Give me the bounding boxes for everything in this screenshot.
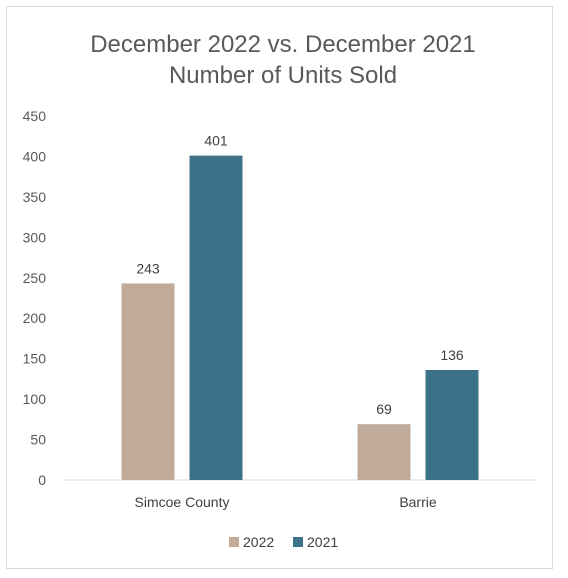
data-label: 136 [440,347,464,363]
y-tick-label: 250 [23,270,47,286]
y-tick-label: 200 [23,310,47,326]
data-label: 243 [136,260,160,276]
bar-2022-simcoe-county [121,283,175,480]
y-axis: 0 50 100 150 200 250 300 350 400 450 [23,108,47,488]
legend-swatch-2022 [229,537,239,547]
bar-2021-simcoe-county [189,155,243,480]
x-category-label: Simcoe County [135,494,230,510]
y-tick-label: 300 [23,229,47,245]
x-category-label: Barrie [399,494,437,510]
bar-2022-barrie [357,424,411,480]
y-tick-label: 50 [30,432,46,448]
legend-label: 2021 [307,534,338,550]
chart-title-line-1: December 2022 vs. December 2021 [90,31,476,58]
bars: 243 401 69 136 [121,133,479,480]
y-tick-label: 0 [38,472,46,488]
y-tick-label: 450 [23,108,47,124]
y-tick-label: 150 [23,351,47,367]
legend-label: 2022 [243,534,274,550]
bar-2021-barrie [425,369,479,480]
y-tick-label: 100 [23,391,47,407]
y-tick-label: 350 [23,189,47,205]
x-axis: Simcoe County Barrie [135,494,437,510]
y-tick-label: 400 [23,148,47,164]
legend-swatch-2021 [293,537,303,547]
data-label: 69 [376,401,392,417]
legend: 2022 2021 [229,534,338,550]
data-label: 401 [204,133,228,149]
chart-title-line-2: Number of Units Sold [169,62,397,89]
